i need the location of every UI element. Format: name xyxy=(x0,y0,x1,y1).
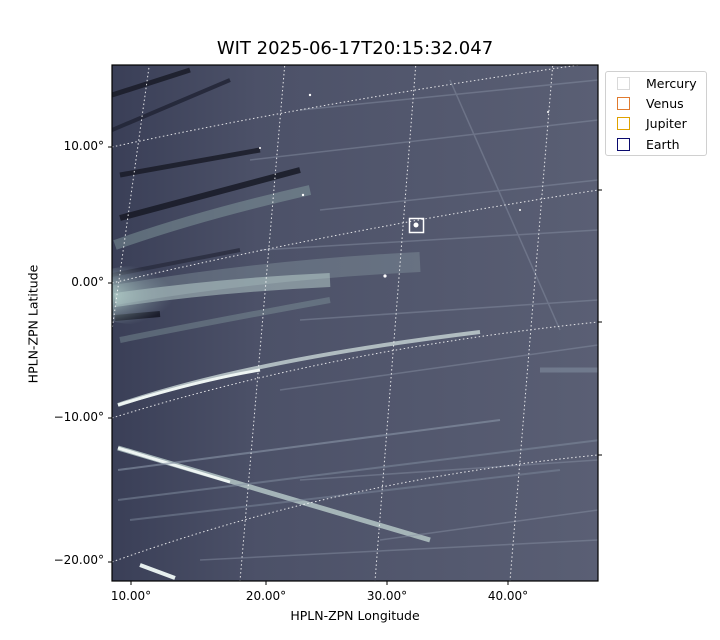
x-tick-label: 40.00° xyxy=(487,589,529,603)
y-tick-label: 10.00° xyxy=(63,139,104,153)
legend-swatch xyxy=(617,116,630,130)
x-axis-title: HPLN-ZPN Longitude xyxy=(290,608,420,623)
legend-item-jupiter: Jupiter xyxy=(617,115,687,131)
x-tick-label: 10.00° xyxy=(110,589,152,603)
y-tick-label: −10.00° xyxy=(53,410,104,424)
legend-swatch xyxy=(617,137,630,151)
legend: Mercury Venus Jupiter Earth xyxy=(605,71,707,156)
legend-item-earth: Earth xyxy=(617,136,680,152)
plot-title: WIT 2025-06-17T20:15:32.047 xyxy=(216,38,494,59)
y-tick-label: −20.00° xyxy=(53,553,104,567)
legend-swatch xyxy=(617,96,630,110)
legend-label: Earth xyxy=(646,136,680,152)
image-content xyxy=(112,65,598,581)
x-tick-label: 20.00° xyxy=(245,589,287,603)
y-axis-title: HPLN-ZPN Latitude xyxy=(25,264,41,384)
legend-label: Venus xyxy=(646,95,684,111)
legend-item-venus: Venus xyxy=(617,95,684,111)
legend-label: Jupiter xyxy=(646,115,687,131)
y-tick-label: 0.00° xyxy=(71,275,104,289)
legend-label: Mercury xyxy=(646,75,697,91)
x-tick-label: 30.00° xyxy=(366,589,408,603)
legend-swatch xyxy=(617,76,630,90)
legend-item-mercury: Mercury xyxy=(617,75,697,91)
